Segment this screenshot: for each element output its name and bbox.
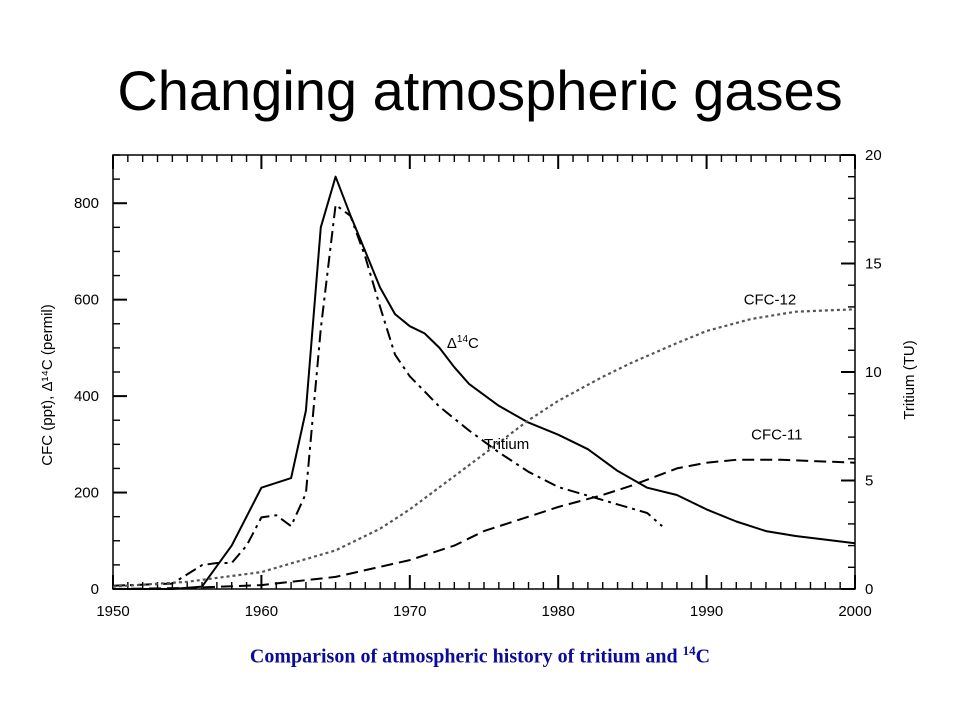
y-tick-label: 800 [74, 195, 99, 212]
x-tick-label: 1970 [393, 603, 426, 620]
series-line-cfc-11 [112, 458, 856, 590]
x-tick-label: 1960 [245, 603, 278, 620]
caption-text: Comparison of atmospheric history of tri… [249, 645, 683, 668]
caption-superscript: 14 [682, 643, 696, 658]
series-line-tritium [112, 203, 663, 587]
y-tick-label: 600 [74, 292, 99, 309]
y2-tick-label: 10 [865, 364, 882, 381]
series-line--14c [113, 175, 856, 590]
y-tick-label: 200 [74, 485, 99, 502]
y2-tick-label: 5 [865, 473, 873, 490]
y2-tick-label: 15 [865, 256, 882, 273]
x-tick-label: 1980 [542, 603, 575, 620]
x-tick-label: 2000 [838, 603, 871, 620]
annotation--14c: Δ14C [447, 334, 479, 352]
y-tick-label: 400 [74, 388, 99, 405]
x-tick-label: 1990 [690, 603, 723, 620]
figure-caption: Comparison of atmospheric history of tri… [0, 643, 960, 669]
y2-axis-label: Tritium (TU) [901, 340, 918, 419]
slide-title: Changing atmospheric gases [117, 59, 843, 122]
y2-tick-label: 20 [865, 147, 882, 164]
y-tick-label: 0 [91, 581, 99, 598]
caption-tail: C [695, 645, 711, 668]
series-line-cfc-12 [112, 308, 856, 588]
annotation-tritium: Tritium [484, 436, 529, 453]
annotation-cfc-12: CFC-12 [744, 291, 797, 308]
annotation-cfc-11: CFC-11 [751, 427, 802, 444]
y-axis-label: CFC (ppt), Δ¹⁴C (permil) [39, 304, 56, 465]
y2-tick-label: 0 [865, 581, 873, 598]
x-tick-label: 1950 [96, 603, 129, 620]
